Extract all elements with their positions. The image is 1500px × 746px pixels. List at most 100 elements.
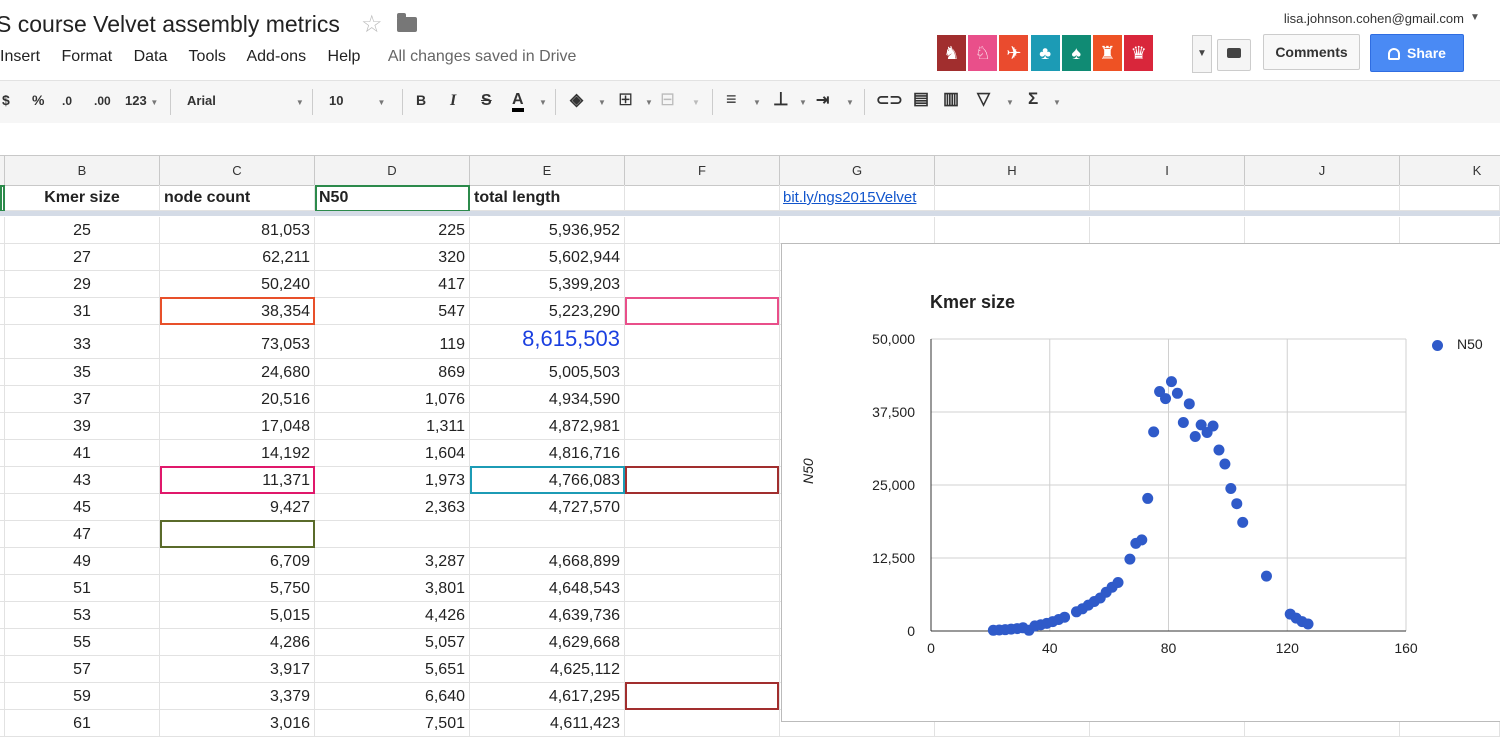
row-edge-cell[interactable] [0,629,5,656]
decrease-decimal-button[interactable]: .0 [62,94,73,108]
n50-cell[interactable]: 869 [315,359,470,386]
kmer-cell[interactable]: 33 [5,325,160,359]
n50-cell[interactable]: 6,640 [315,683,470,710]
total-length-cell[interactable]: 4,648,543 [470,575,625,602]
more-formats-button[interactable]: 123 ▼ [125,93,159,108]
kmer-cell[interactable]: 61 [5,710,160,737]
filter-icon[interactable]: ▽ [977,89,991,108]
cell-empty[interactable] [935,185,1090,211]
chevron-down-icon[interactable]: ▼ [1470,12,1480,23]
strikethrough-button[interactable]: S [481,92,492,109]
menu-help[interactable]: Help [327,48,361,65]
node-count-cell[interactable]: 3,016 [160,710,315,737]
cell-empty[interactable] [625,602,780,629]
row-edge-cell[interactable] [0,548,5,575]
functions-icon[interactable]: Σ [1028,89,1039,108]
squirrel-icon[interactable]: ♠ [1061,35,1091,71]
cell-empty[interactable] [625,217,780,244]
node-count-cell[interactable]: 24,680 [160,359,315,386]
n50-cell[interactable]: 225 [315,217,470,244]
cell-empty[interactable] [1245,217,1400,244]
cell-empty[interactable] [625,244,780,271]
cell-empty[interactable] [1245,185,1400,211]
n50-cell[interactable]: 1,973 [315,467,470,494]
node-count-cell[interactable]: 5,015 [160,602,315,629]
n50-cell[interactable]: 3,287 [315,548,470,575]
column-header[interactable]: I [1090,156,1245,185]
chevron-down-icon[interactable]: ▼ [799,98,807,107]
row-edge-cell[interactable] [0,244,5,271]
row-edge-cell[interactable] [0,521,5,548]
row-edge-cell[interactable] [0,656,5,683]
kmer-cell[interactable]: 43 [5,467,160,494]
kmer-cell[interactable]: 49 [5,548,160,575]
menu-data[interactable]: Data [133,48,168,65]
column-header[interactable]: D [315,156,470,185]
cell-empty[interactable] [625,683,780,710]
insert-chart-icon[interactable]: ▥ [943,89,960,108]
node-count-cell[interactable]: 17,048 [160,413,315,440]
cell-empty[interactable] [625,386,780,413]
n50-cell[interactable]: 3,801 [315,575,470,602]
cell-empty[interactable] [625,440,780,467]
chevron-down-icon[interactable]: ▼ [1006,98,1014,107]
document-title[interactable]: S course Velvet assembly metrics [0,11,340,37]
cell-empty[interactable] [625,656,780,683]
total-length-cell[interactable]: 4,668,899 [470,548,625,575]
row-edge-cell[interactable] [0,386,5,413]
n50-cell[interactable]: 1,076 [315,386,470,413]
total-length-cell[interactable]: 4,611,423 [470,710,625,737]
merge-cells-icon[interactable]: ⊟ [660,89,676,109]
cell-empty[interactable] [625,467,780,494]
chevron-down-icon[interactable]: ▼ [753,98,761,107]
kmer-cell[interactable]: 35 [5,359,160,386]
total-length-cell[interactable]: 4,727,570 [470,494,625,521]
insert-comment-icon[interactable]: ▤ [913,89,930,108]
total-length-cell[interactable]: 4,625,112 [470,656,625,683]
node-count-cell[interactable]: 11,371 [160,467,315,494]
cell-empty[interactable] [780,710,935,737]
column-header[interactable]: C [160,156,315,185]
column-header[interactable]: K [1400,156,1500,185]
node-count-cell[interactable]: 62,211 [160,244,315,271]
italic-button[interactable]: I [450,92,457,109]
menu-format[interactable]: Format [61,48,113,65]
kmer-cell[interactable]: 57 [5,656,160,683]
bird-icon[interactable]: ✈ [999,35,1029,71]
total-length-cell[interactable]: 4,629,668 [470,629,625,656]
increase-decimal-button[interactable]: .00 [94,94,111,108]
n50-cell[interactable]: 2,363 [315,494,470,521]
kmer-cell[interactable]: 59 [5,683,160,710]
menu-add-ons[interactable]: Add-ons [246,48,307,65]
menu-insert[interactable]: Insert [0,48,41,65]
font-family-select[interactable]: Arial ▼ [187,93,304,108]
column-header[interactable]: E [470,156,625,185]
node-count-cell[interactable]: 81,053 [160,217,315,244]
cell-empty[interactable] [935,710,1090,737]
cell-empty[interactable] [1245,710,1400,737]
row-edge-cell[interactable] [0,710,5,737]
total-length-cell[interactable]: 8,615,503 [470,325,625,359]
n50-cell[interactable]: 5,651 [315,656,470,683]
percent-format-button[interactable]: % [32,92,45,108]
node-count-cell[interactable]: 5,750 [160,575,315,602]
total-length-cell[interactable]: 4,934,590 [470,386,625,413]
scatter-chart[interactable]: Kmer size N50 N50 0 40 80 120 160 0 12,500 25,0… [781,243,1500,722]
chat-icon[interactable] [1217,39,1251,71]
kmer-cell[interactable]: 25 [5,217,160,244]
fox-icon[interactable]: ♘ [968,35,998,71]
row-edge-cell[interactable] [0,298,5,325]
cell-empty[interactable] [1090,185,1245,211]
total-length-cell[interactable]: 5,602,944 [470,244,625,271]
total-length-cell[interactable]: 4,639,736 [470,602,625,629]
row-edge-cell[interactable] [0,271,5,298]
node-count-cell[interactable]: 3,917 [160,656,315,683]
cell-empty[interactable] [1090,217,1245,244]
node-count-cell[interactable]: 20,516 [160,386,315,413]
n50-cell[interactable]: 4,426 [315,602,470,629]
borders-icon[interactable]: ⊞ [618,89,634,109]
menu-tools[interactable]: Tools [188,48,226,65]
node-count-cell[interactable]: 4,286 [160,629,315,656]
cell-empty[interactable] [625,298,780,325]
cell-empty[interactable] [625,710,780,737]
